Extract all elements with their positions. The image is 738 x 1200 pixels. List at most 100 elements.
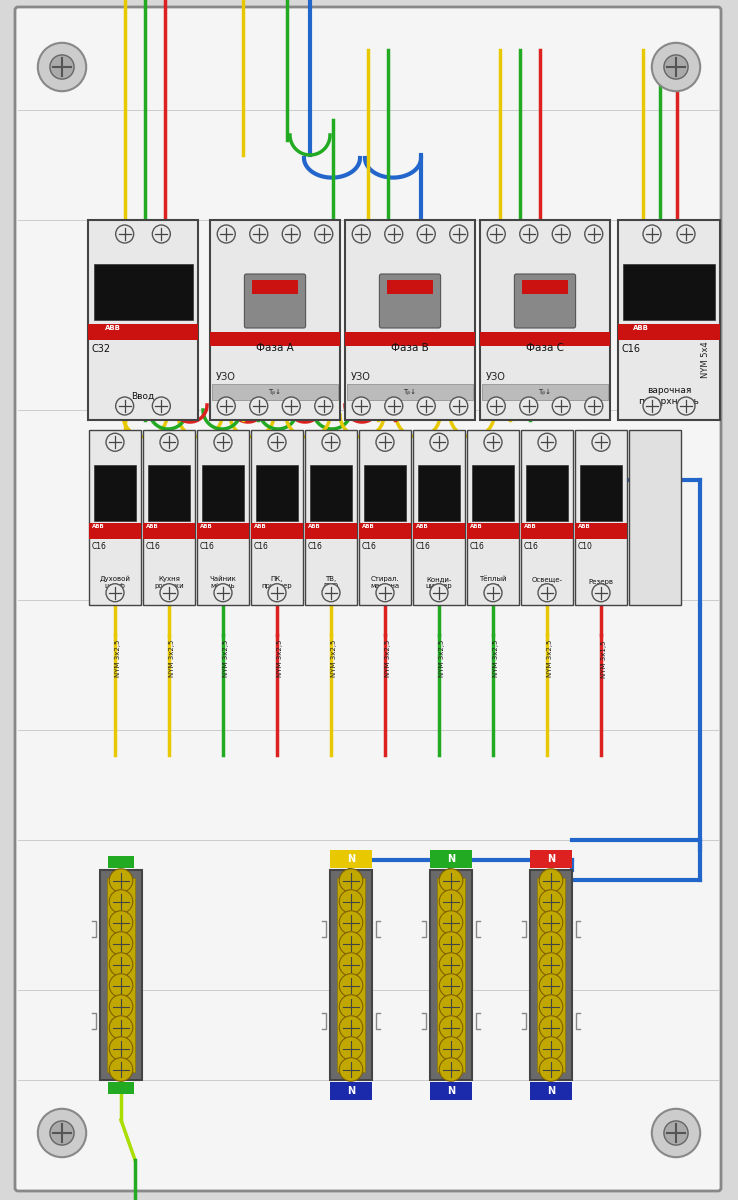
Text: варочная
поверхность: варочная поверхность — [638, 386, 700, 406]
Text: C16: C16 — [470, 542, 485, 551]
Circle shape — [539, 1037, 563, 1061]
Bar — [530, 870, 572, 1080]
Circle shape — [217, 226, 235, 242]
Bar — [580, 464, 622, 521]
FancyBboxPatch shape — [244, 274, 306, 328]
Circle shape — [214, 433, 232, 451]
Text: NYM 3x1,5: NYM 3x1,5 — [601, 640, 607, 678]
Text: Конди-
ционер: Конди- ционер — [426, 576, 452, 589]
Circle shape — [38, 1109, 86, 1157]
Circle shape — [109, 1015, 133, 1039]
Circle shape — [430, 433, 448, 451]
Circle shape — [109, 953, 133, 977]
Circle shape — [339, 1037, 363, 1061]
Text: Кухня
розетки: Кухня розетки — [154, 576, 184, 589]
Bar — [413, 523, 465, 539]
Bar — [305, 430, 357, 605]
Text: Резерв: Резерв — [588, 580, 613, 586]
Text: ABB: ABB — [416, 523, 429, 529]
Bar — [210, 332, 340, 346]
Circle shape — [584, 226, 603, 242]
Bar — [618, 324, 720, 340]
Circle shape — [109, 911, 133, 935]
Circle shape — [552, 397, 570, 415]
Bar — [467, 523, 519, 539]
Circle shape — [539, 931, 563, 955]
Text: N: N — [547, 854, 555, 864]
Circle shape — [487, 397, 506, 415]
Circle shape — [339, 869, 363, 893]
Text: ABB: ABB — [308, 523, 321, 529]
Circle shape — [539, 1057, 563, 1081]
Circle shape — [539, 995, 563, 1019]
Circle shape — [282, 397, 300, 415]
Text: NYM 3x2,5: NYM 3x2,5 — [547, 640, 553, 677]
Text: ABB: ABB — [470, 523, 483, 529]
Text: NYM 3x2,5: NYM 3x2,5 — [331, 640, 337, 677]
Circle shape — [417, 226, 435, 242]
Text: УЗО: УЗО — [351, 372, 371, 382]
Circle shape — [109, 889, 133, 913]
Text: NYM 3x2,5: NYM 3x2,5 — [169, 640, 175, 677]
Text: C16: C16 — [200, 542, 215, 551]
Text: NYM 3x2,5: NYM 3x2,5 — [223, 640, 229, 677]
Bar — [467, 430, 519, 605]
Bar — [521, 523, 573, 539]
Text: C16: C16 — [146, 542, 161, 551]
Text: N: N — [347, 1086, 355, 1096]
Circle shape — [484, 583, 502, 601]
Text: C16: C16 — [254, 542, 269, 551]
Text: ABB: ABB — [200, 523, 213, 529]
Bar — [522, 280, 568, 294]
Circle shape — [214, 583, 232, 601]
Bar — [418, 464, 460, 521]
Circle shape — [538, 433, 556, 451]
Circle shape — [339, 911, 363, 935]
Circle shape — [664, 1121, 688, 1145]
Bar — [359, 430, 411, 605]
Bar — [482, 384, 608, 400]
Bar — [197, 523, 249, 539]
Text: NYM 3x2,5: NYM 3x2,5 — [277, 640, 283, 677]
Bar — [330, 1082, 372, 1100]
Text: NYM 3x2,5: NYM 3x2,5 — [385, 640, 391, 677]
Bar — [530, 1082, 572, 1100]
Circle shape — [539, 953, 563, 977]
Text: Тᵦ↓: Тᵦ↓ — [269, 389, 281, 395]
Bar — [305, 523, 357, 539]
Text: ABB: ABB — [633, 325, 649, 331]
Bar — [251, 523, 303, 539]
Circle shape — [282, 226, 300, 242]
Circle shape — [584, 397, 603, 415]
Circle shape — [339, 889, 363, 913]
Text: C16: C16 — [308, 542, 323, 551]
Bar — [430, 850, 472, 868]
Bar — [197, 430, 249, 605]
Text: ABB: ABB — [578, 523, 590, 529]
Circle shape — [449, 226, 468, 242]
Bar — [94, 464, 136, 521]
Circle shape — [652, 43, 700, 91]
Circle shape — [376, 433, 394, 451]
Text: УЗО: УЗО — [486, 372, 506, 382]
Text: N: N — [447, 1086, 455, 1096]
Circle shape — [322, 433, 340, 451]
Text: Тᵦ↓: Тᵦ↓ — [404, 389, 416, 395]
Circle shape — [339, 953, 363, 977]
Circle shape — [439, 1015, 463, 1039]
Circle shape — [268, 433, 286, 451]
Bar — [430, 870, 472, 1080]
Bar — [413, 430, 465, 605]
Circle shape — [339, 973, 363, 997]
Bar — [148, 464, 190, 521]
Circle shape — [376, 583, 394, 601]
Bar — [108, 856, 134, 868]
Bar — [480, 220, 610, 420]
Bar — [330, 850, 372, 868]
Circle shape — [484, 433, 502, 451]
Text: ТВ,
DVD: ТВ, DVD — [323, 576, 339, 589]
Bar — [438, 878, 465, 1072]
Circle shape — [268, 583, 286, 601]
Circle shape — [339, 931, 363, 955]
Bar — [310, 464, 352, 521]
